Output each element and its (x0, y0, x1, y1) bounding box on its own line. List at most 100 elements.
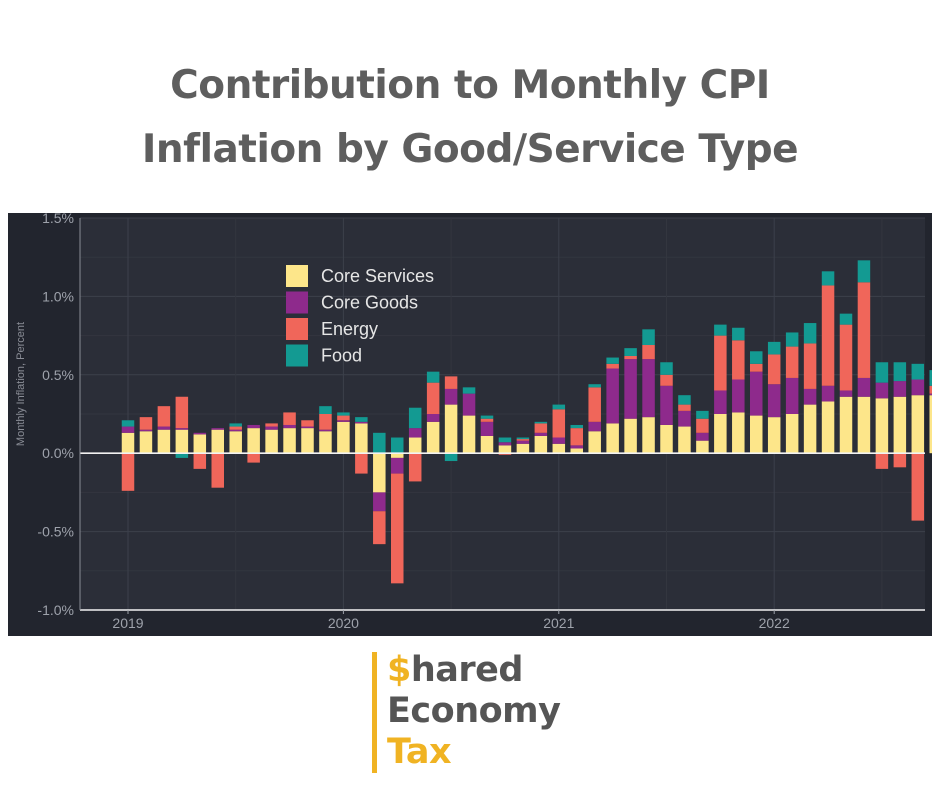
x-tick-label: 2019 (112, 615, 143, 631)
bar-segment (929, 395, 932, 454)
bar-segment (247, 424, 260, 429)
bar-segment (678, 426, 691, 454)
bar-segment (929, 393, 932, 396)
bar-segment (803, 404, 817, 454)
bar-segment (211, 453, 224, 488)
bar-segment (444, 388, 458, 405)
bar-segment (911, 453, 925, 521)
bar-segment (498, 445, 512, 454)
bar-segment (660, 374, 673, 386)
axes: -1.0% -0.5% 0.0% 0.5% 1.0% 1.5% 2019 2020 2021 20… (15, 213, 925, 631)
bar-segment (175, 396, 189, 429)
bar-segment (534, 423, 548, 433)
bar-segment (265, 423, 278, 427)
bar-segment (911, 363, 925, 380)
bar-segment (785, 377, 799, 414)
bar-segment (193, 432, 207, 435)
bar-segment (444, 453, 458, 462)
bar-segment (678, 410, 691, 427)
legend: Core Services Core Goods Energy Food (286, 265, 434, 367)
bar-segment (480, 435, 494, 454)
bar-segment (696, 432, 709, 441)
bar-segment (193, 434, 207, 454)
bar-segment (606, 363, 619, 369)
bar-segment (373, 453, 386, 493)
bar-segment (534, 435, 548, 454)
cpi-contribution-chart: -1.0% -0.5% 0.0% 0.5% 1.0% 1.5% 2019 2020 2021 20… (8, 213, 932, 636)
bar-segment (732, 379, 745, 413)
bar-segment (139, 417, 153, 430)
bar-segment (408, 407, 422, 429)
bar-segment (516, 439, 530, 441)
bar-segment (211, 428, 224, 430)
bar-segment (857, 377, 871, 397)
legend-swatch (286, 265, 308, 287)
bar-segment (426, 382, 440, 414)
bar-segment (139, 431, 153, 454)
bar-segment (732, 327, 745, 341)
bar-segment (714, 324, 727, 336)
logo-line-1-rest: hared (410, 650, 524, 690)
bar-segment (839, 313, 853, 325)
logo-line-3: Tax (387, 732, 452, 772)
legend-label: Core Goods (321, 293, 418, 313)
bar-segment (875, 453, 889, 469)
bar-segment (157, 429, 171, 454)
bar-segment (175, 453, 189, 458)
bar-segment (785, 414, 799, 454)
bar-segment (678, 404, 691, 411)
bar-segment (624, 418, 637, 454)
bar-segment (570, 428, 583, 446)
bar-segment (821, 401, 835, 454)
bar-segment (355, 423, 368, 454)
bar-segment (444, 376, 458, 389)
bar-segment (139, 429, 153, 432)
bar-segment (355, 417, 368, 422)
bar-segment (803, 343, 817, 389)
bar-segment (857, 282, 871, 378)
bar-segment (265, 429, 278, 454)
bar-segment (911, 395, 925, 454)
legend-swatch (286, 318, 308, 340)
bar-segment (893, 362, 907, 382)
bar-segment (193, 453, 207, 469)
y-axis-title: Monthly Inflation, Percent (15, 322, 27, 446)
bar-segment (319, 406, 332, 414)
bar-segment (750, 415, 763, 454)
bar-segment (767, 417, 781, 454)
bar-segment (893, 396, 907, 454)
bar-segment (534, 421, 548, 424)
bar-segment (552, 443, 566, 454)
bar-segment (462, 387, 476, 394)
bar-segment (875, 362, 889, 383)
legend-label: Core Services (321, 266, 434, 286)
bar-segment (678, 395, 691, 405)
bar-segment (391, 457, 404, 474)
bar-segment (229, 426, 242, 430)
bar-segment (552, 409, 566, 438)
legend-swatch (286, 344, 308, 367)
bar-segment (893, 453, 907, 468)
bar-segment (857, 260, 871, 283)
bar-segment (426, 414, 440, 422)
y-tick-label: 1.0% (42, 288, 74, 304)
bar-segment (301, 420, 314, 427)
bar-segment (839, 324, 853, 391)
bar-segment (265, 426, 278, 430)
logo-wordmark: $hared Economy Tax (387, 650, 561, 773)
bar-segment (373, 492, 386, 512)
bar-segment (516, 437, 530, 440)
bar-segment (839, 396, 853, 454)
bar-segment (875, 398, 889, 454)
bar-segment (426, 371, 440, 383)
bar-segment (785, 346, 799, 378)
bar-segment (857, 396, 871, 454)
bar-segment (391, 473, 404, 584)
bar-segment (391, 453, 404, 458)
bar-segment (283, 428, 296, 454)
bar-segment (714, 390, 727, 414)
chart-canvas: -1.0% -0.5% 0.0% 0.5% 1.0% 1.5% 2019 2020 2021 20… (8, 213, 932, 636)
bar-segment (480, 415, 494, 419)
bar-segment (337, 412, 350, 416)
bar-segment (570, 448, 583, 454)
